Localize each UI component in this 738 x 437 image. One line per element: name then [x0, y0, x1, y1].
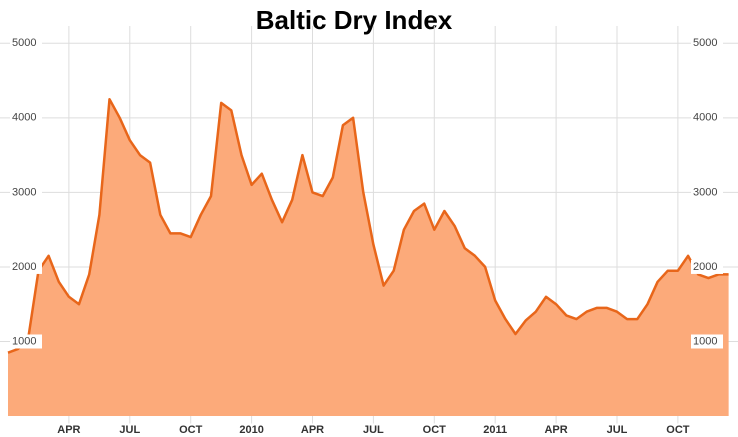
- y-tick-label: 4000: [12, 112, 36, 124]
- x-tick-label: APR: [544, 424, 567, 436]
- y-tick-label-bg: [10, 185, 42, 200]
- x-tick-label: OCT: [423, 424, 447, 436]
- area: [8, 99, 729, 417]
- y-tick-label-bg: [10, 110, 42, 125]
- x-tick-label: JUL: [607, 424, 628, 436]
- x-tick-label: 2010: [239, 424, 263, 436]
- line: [7, 97, 729, 354]
- y-tick-label: 2000: [693, 261, 717, 273]
- x-tick-label: JUL: [363, 424, 384, 436]
- x-tick-label: APR: [57, 424, 80, 436]
- y-tick-label-bg: [10, 36, 42, 51]
- y-tick-label: 5000: [12, 37, 36, 49]
- y-tick-label-bg: [691, 334, 723, 349]
- y-tick-label: 3000: [12, 186, 36, 198]
- y-tick-label: 1000: [693, 335, 717, 347]
- y-tick-label-bg: [10, 259, 42, 274]
- y-tick-label: 1000: [12, 335, 36, 347]
- x-tick-label: OCT: [666, 424, 690, 436]
- y-tick-label-bg: [691, 185, 723, 200]
- y-tick-label: 4000: [693, 112, 717, 124]
- y-tick-label: 2000: [12, 261, 36, 273]
- y-tick-label-bg: [691, 110, 723, 125]
- y-tick-label-bg: [10, 334, 42, 349]
- x-tick-label: OCT: [179, 424, 203, 436]
- y-tick-label: 3000: [693, 186, 717, 198]
- y-tick-label: 5000: [693, 37, 717, 49]
- chart-title: Baltic Dry Index: [256, 5, 453, 35]
- x-tick-label: JUL: [119, 424, 140, 436]
- y-tick-label-bg: [691, 259, 723, 274]
- x-tick-label: 2011: [483, 424, 507, 436]
- y-tick-label-bg: [691, 36, 723, 51]
- x-tick-label: APR: [301, 424, 324, 436]
